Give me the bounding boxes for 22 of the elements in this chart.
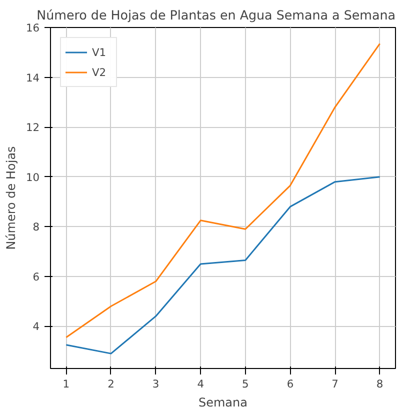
y-tick-label: 16: [26, 22, 40, 34]
line-series: [65, 42, 381, 338]
y-axis-title: Número de Hojas: [4, 146, 18, 250]
x-tick-label: 2: [108, 378, 114, 390]
x-tick-label: 5: [242, 378, 249, 390]
legend-label: V1: [92, 46, 108, 58]
chart-title: Número de Hojas de Plantas en Agua Semana a Semana: [36, 8, 396, 22]
x-tick-label: 3: [152, 378, 160, 390]
y-tick-label: 10: [26, 170, 40, 184]
line-series: [65, 176, 381, 354]
x-tick-label: 6: [286, 378, 294, 390]
x-axis-title: Semana: [198, 396, 248, 410]
y-tick-label: 4: [32, 320, 40, 334]
y-tick-label: 6: [32, 270, 40, 284]
x-tick-label: 8: [376, 378, 384, 390]
y-tick-label: 14: [26, 71, 40, 84]
x-tick-label: 1: [62, 378, 70, 390]
x-tick-label: 7: [332, 378, 338, 390]
legend-label: V2: [92, 66, 108, 78]
x-tick-label: 4: [197, 378, 204, 390]
y-tick-label: 12: [26, 121, 40, 134]
y-tick-label: 8: [32, 220, 40, 234]
